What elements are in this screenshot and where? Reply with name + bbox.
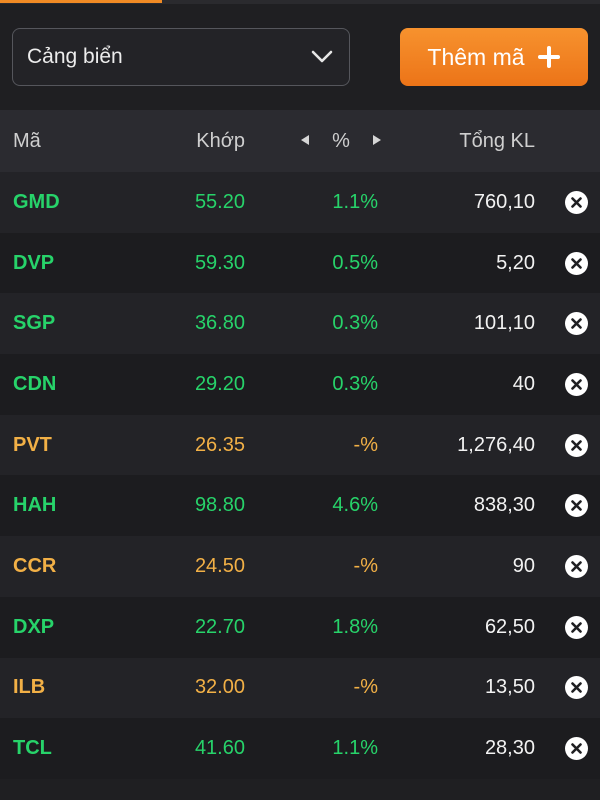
table-row[interactable]: CDN 29.20 0.3% 40 xyxy=(0,354,600,415)
match-price: 41.60 xyxy=(194,737,245,760)
table-row[interactable]: DVP 59.30 0.5% 5,20 xyxy=(0,232,600,294)
close-circle-icon xyxy=(564,494,588,518)
total-volume: 838,30 xyxy=(473,494,535,517)
change-percent: -% xyxy=(353,676,378,699)
remove-symbol-button[interactable] xyxy=(563,536,589,597)
change-percent: 1.1% xyxy=(332,190,378,213)
total-volume: 5,20 xyxy=(496,251,535,274)
total-volume: 1,276,40 xyxy=(457,433,535,456)
active-tab-indicator xyxy=(0,0,162,3)
remove-symbol-button[interactable] xyxy=(563,172,589,233)
symbol-code: DXP xyxy=(13,615,55,638)
match-price: 29.20 xyxy=(194,372,245,395)
remove-symbol-button[interactable] xyxy=(563,415,589,476)
close-circle-icon xyxy=(564,312,588,336)
caret-right-icon[interactable] xyxy=(370,134,384,149)
column-header-change-label: % xyxy=(332,129,350,152)
column-header-price[interactable]: Khớp xyxy=(196,129,245,152)
symbol-code: SGP xyxy=(13,312,56,335)
match-price: 32.00 xyxy=(194,676,245,699)
total-volume: 90 xyxy=(512,554,535,577)
watchlist-select[interactable]: Cảng biển xyxy=(12,28,350,86)
change-percent: 0.5% xyxy=(332,251,378,274)
remove-symbol-button[interactable] xyxy=(563,354,589,415)
column-header-volume[interactable]: Tổng KL xyxy=(459,129,535,152)
remove-symbol-button[interactable] xyxy=(563,658,589,719)
table-row[interactable]: CCR 24.50 -% 90 xyxy=(0,536,600,597)
add-symbol-label: Thêm mã xyxy=(427,43,525,70)
symbol-code: CCR xyxy=(13,554,57,577)
plus-icon xyxy=(537,45,561,69)
table-row[interactable]: DXP 22.70 1.8% 62,50 xyxy=(0,596,600,658)
close-circle-icon xyxy=(564,737,588,761)
remove-symbol-button[interactable] xyxy=(563,293,589,354)
watchlist-table: GMD 55.20 1.1% 760,10 DVP 59.30 0.5% 5,2… xyxy=(0,172,600,779)
total-volume: 101,10 xyxy=(473,312,535,335)
change-percent: 0.3% xyxy=(332,372,378,395)
change-percent: 0.3% xyxy=(332,312,378,335)
change-percent: 1.8% xyxy=(332,615,378,638)
change-percent: 4.6% xyxy=(332,494,378,517)
table-row[interactable]: PVT 26.35 -% 1,276,40 xyxy=(0,414,600,476)
close-circle-icon xyxy=(564,615,588,639)
total-volume: 28,30 xyxy=(484,737,535,760)
table-row[interactable]: GMD 55.20 1.1% 760,10 xyxy=(0,172,600,233)
close-circle-icon xyxy=(564,190,588,214)
symbol-code: GMD xyxy=(13,190,60,213)
match-price: 22.70 xyxy=(194,615,245,638)
match-price: 26.35 xyxy=(194,433,245,456)
remove-symbol-button[interactable] xyxy=(563,233,589,294)
close-circle-icon xyxy=(564,433,588,457)
change-percent: -% xyxy=(353,433,378,456)
caret-left-icon[interactable] xyxy=(298,134,312,149)
remove-symbol-button[interactable] xyxy=(563,718,589,779)
add-symbol-button[interactable]: Thêm mã xyxy=(400,28,588,86)
symbol-code: HAH xyxy=(13,494,57,517)
remove-symbol-button[interactable] xyxy=(563,475,589,536)
match-price: 55.20 xyxy=(194,190,245,213)
total-volume: 13,50 xyxy=(484,676,535,699)
total-volume: 40 xyxy=(512,372,535,395)
symbol-code: PVT xyxy=(13,433,52,456)
close-circle-icon xyxy=(564,372,588,396)
change-percent: -% xyxy=(353,554,378,577)
table-row[interactable]: HAH 98.80 4.6% 838,30 xyxy=(0,475,600,537)
column-header-code[interactable]: Mã xyxy=(13,129,41,152)
symbol-code: TCL xyxy=(13,737,52,760)
table-row[interactable]: TCL 41.60 1.1% 28,30 xyxy=(0,718,600,779)
symbol-code: CDN xyxy=(13,372,57,395)
match-price: 36.80 xyxy=(194,312,245,335)
close-circle-icon xyxy=(564,554,588,578)
remove-symbol-button[interactable] xyxy=(563,597,589,658)
table-row[interactable]: SGP 36.80 0.3% 101,10 xyxy=(0,293,600,355)
total-volume: 760,10 xyxy=(473,190,535,213)
top-divider xyxy=(0,0,600,4)
change-percent: 1.1% xyxy=(332,737,378,760)
close-circle-icon xyxy=(564,676,588,700)
close-circle-icon xyxy=(564,251,588,275)
column-header-change: % xyxy=(298,110,384,172)
table-row[interactable]: ILB 32.00 -% 13,50 xyxy=(0,657,600,719)
watchlist-select-value: Cảng biển xyxy=(27,45,123,68)
symbol-code: ILB xyxy=(13,676,46,699)
match-price: 59.30 xyxy=(194,251,245,274)
match-price: 98.80 xyxy=(194,494,245,517)
toolbar: Cảng biển Thêm mã xyxy=(0,4,600,110)
total-volume: 62,50 xyxy=(484,615,535,638)
match-price: 24.50 xyxy=(194,554,245,577)
table-header: Mã Khớp % Tổng KL xyxy=(0,110,600,172)
chevron-down-icon xyxy=(309,44,335,70)
symbol-code: DVP xyxy=(13,251,55,274)
